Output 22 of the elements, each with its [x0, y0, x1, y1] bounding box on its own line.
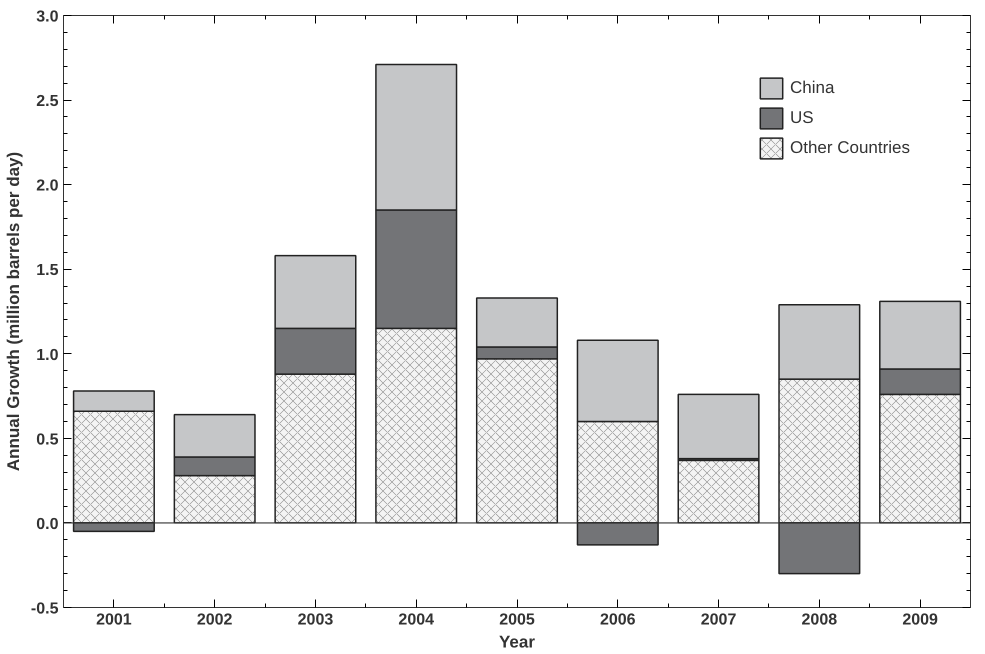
y-axis-title: Annual Growth (million barrels per day) — [4, 152, 23, 472]
x-axis-title: Year — [499, 632, 536, 652]
y-tick-label: 0.5 — [36, 431, 59, 448]
y-tick-label: 2.0 — [36, 178, 59, 195]
x-tick-label: 2003 — [298, 612, 334, 628]
y-tick-label: 1.0 — [36, 346, 59, 364]
legend-label: Other Countries — [790, 138, 910, 158]
x-tick-label: 2009 — [902, 612, 938, 628]
y-tick-label: 1.5 — [36, 262, 59, 280]
y-tick-label: 3.0 — [36, 8, 59, 26]
x-tick-label: 2001 — [96, 612, 132, 628]
x-tick-label: 2005 — [499, 612, 535, 628]
x-tick-label: 2006 — [600, 612, 636, 628]
y-tick-label: -0.5 — [30, 600, 59, 618]
legend-label: US — [790, 108, 814, 128]
x-tick-label: 2004 — [398, 612, 434, 628]
y-tick-label: 2.5 — [36, 93, 59, 110]
x-tick-label: 2007 — [700, 612, 736, 628]
x-tick-label: 2008 — [802, 612, 838, 628]
y-tick-label: 0.0 — [36, 516, 59, 533]
legend-label: China — [790, 78, 834, 98]
x-tick-label: 2002 — [196, 612, 233, 628]
